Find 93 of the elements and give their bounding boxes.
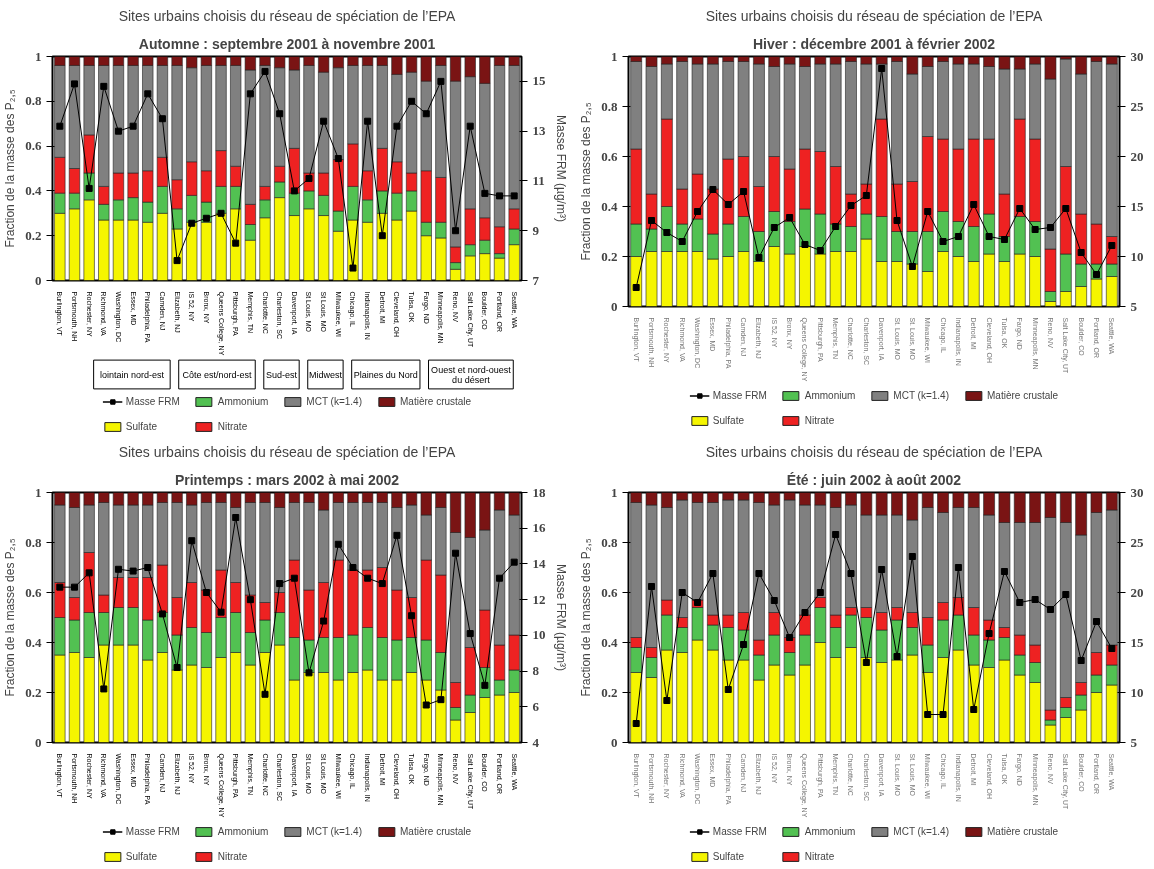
y2-tick-label: 12 — [532, 591, 546, 607]
y-axis-title: Fraction de la masse des P₂,₅ — [3, 538, 18, 697]
legend-label: Masse FRM — [125, 826, 180, 837]
y-axis-title: Fraction de la masse des P₂,₅ — [3, 89, 18, 248]
y2-tick-label: 15 — [532, 73, 546, 89]
y2-tick-label: 16 — [532, 520, 546, 536]
y-tick-label: 0.6 — [25, 584, 42, 600]
chart-title: Sites urbains choisis du réseau de spéciation de l’EPA — [118, 7, 457, 24]
legend-label: MCT (k=1.4) — [306, 826, 363, 837]
y2-tick-label: 18 — [532, 484, 546, 500]
y-tick-label: 0.2 — [25, 684, 42, 700]
y-tick-label: 1 — [35, 484, 42, 500]
y2-tick-label: 7 — [532, 272, 540, 288]
y2-tick-label: 25 — [1130, 534, 1144, 550]
y2-axis-title: Masse FRM (µg/m³) — [553, 564, 568, 671]
text: lointain nord-est — [99, 369, 165, 380]
y-tick-label: 0.2 — [601, 684, 618, 700]
y2-tick-label: 10 — [1130, 248, 1144, 264]
y2-tick-label: 10 — [532, 627, 546, 643]
y2-tick-label: 5 — [1130, 298, 1138, 314]
text: Midwest — [308, 369, 343, 380]
y-tick-label: 0 — [35, 272, 42, 288]
y-tick-label: 0 — [611, 734, 618, 750]
chart-subtitle: Automne : septembre 2001 à novembre 2001 — [138, 35, 436, 52]
y-tick-label: 1 — [611, 48, 618, 64]
legend-label: Sulfate — [125, 421, 157, 432]
y-tick-label: 0.6 — [601, 584, 618, 600]
y-tick-label: 0.8 — [25, 93, 42, 109]
legend-label: Nitrate — [217, 851, 248, 862]
y2-tick-label: 8 — [532, 663, 540, 679]
legend-label: MCT (k=1.4) — [893, 826, 950, 837]
y2-tick-label: 11 — [532, 172, 545, 188]
y2-tick-label: 30 — [1130, 484, 1144, 500]
y-tick-label: 1 — [611, 484, 618, 500]
y-tick-label: 0.6 — [25, 138, 42, 154]
text: Sud-est — [265, 369, 298, 380]
y2-tick-label: 20 — [1130, 148, 1144, 164]
y2-tick-label: 5 — [1130, 734, 1138, 750]
legend-label: Sulfate — [712, 415, 744, 426]
legend-label: Ammonium — [804, 390, 856, 401]
legend-label: Nitrate — [217, 421, 248, 432]
legend-label: MCT (k=1.4) — [306, 396, 363, 407]
y-tick-label: 0.4 — [25, 182, 42, 198]
y2-tick-label: 15 — [1130, 634, 1144, 650]
chart-title: Sites urbains choisis du réseau de spéciation de l’EPA — [705, 443, 1044, 460]
legend-label: Masse FRM — [712, 390, 767, 401]
legend-label: Matière crustale — [400, 826, 472, 837]
chart-subtitle: Hiver : décembre 2001 à février 2002 — [752, 35, 996, 52]
y-tick-label: 0.2 — [25, 227, 42, 243]
legend-label: MCT (k=1.4) — [893, 390, 950, 401]
y2-tick-label: 25 — [1130, 98, 1144, 114]
legend-label: Masse FRM — [125, 396, 180, 407]
legend-label: Ammonium — [804, 826, 856, 837]
text: Plaines du Nord — [353, 369, 418, 380]
legend-label: Nitrate — [804, 851, 835, 862]
legend-label: Sulfate — [712, 851, 744, 862]
y2-tick-label: 14 — [532, 555, 546, 571]
y-tick-label: 0.4 — [25, 634, 42, 650]
text: Ouest et nord-ouest du désert — [431, 364, 512, 385]
y2-tick-label: 20 — [1130, 584, 1144, 600]
legend-label: Sulfate — [125, 851, 157, 862]
y-tick-label: 0.4 — [601, 198, 618, 214]
y-tick-label: 0.8 — [601, 98, 618, 114]
legend-label: Matière crustale — [987, 390, 1059, 401]
y-axis-title: Fraction de la masse des P₂,₅ — [579, 102, 594, 261]
chart-subtitle: Printemps : mars 2002 à mai 2002 — [174, 471, 400, 488]
y-tick-label: 0.6 — [601, 148, 618, 164]
chart-subtitle: Été : juin 2002 à août 2002 — [786, 471, 962, 488]
y2-tick-label: 9 — [532, 222, 540, 238]
y-tick-label: 0 — [611, 298, 618, 314]
y-tick-label: 0.2 — [601, 248, 618, 264]
y-tick-label: 0.8 — [25, 534, 42, 550]
y2-tick-label: 15 — [1130, 198, 1144, 214]
y2-tick-label: 4 — [532, 734, 540, 750]
y-axis-title: Fraction de la masse des P₂,₅ — [579, 538, 594, 697]
legend-label: Ammonium — [217, 396, 269, 407]
chart-title: Sites urbains choisis du réseau de spéciation de l’EPA — [705, 7, 1044, 24]
y-tick-label: 0.4 — [601, 634, 618, 650]
legend-label: Masse FRM — [712, 826, 767, 837]
legend-label: Matière crustale — [400, 396, 472, 407]
y2-tick-label: 30 — [1130, 48, 1144, 64]
legend-label: Nitrate — [804, 415, 835, 426]
y-tick-label: 0 — [35, 734, 42, 750]
y-tick-label: 1 — [35, 48, 42, 64]
y2-tick-label: 10 — [1130, 684, 1144, 700]
legend-label: Ammonium — [217, 826, 269, 837]
chart-title: Sites urbains choisis du réseau de spéciation de l’EPA — [118, 443, 457, 460]
text: Côte est/nord-est — [182, 369, 252, 380]
legend-label: Matière crustale — [987, 826, 1059, 837]
y2-tick-label: 6 — [532, 698, 540, 714]
y-tick-label: 0.8 — [601, 534, 618, 550]
y2-axis-title: Masse FRM (µg/m³) — [553, 115, 568, 222]
y2-tick-label: 13 — [532, 123, 546, 139]
